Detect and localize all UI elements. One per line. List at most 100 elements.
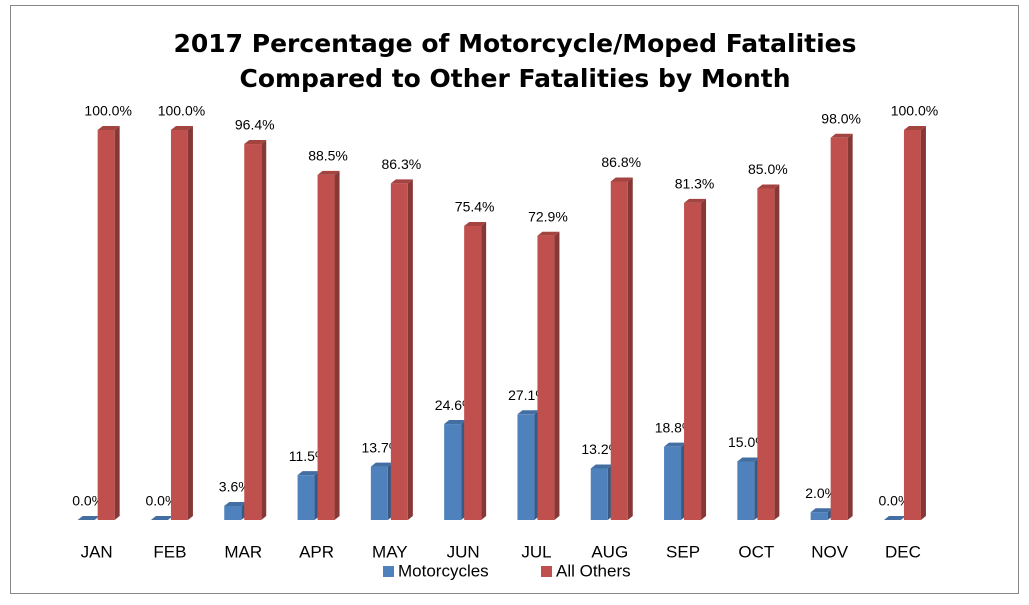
bar-front	[97, 130, 115, 520]
bar-front	[830, 137, 848, 521]
x-tick-label: FEB	[153, 542, 186, 561]
bar-side	[261, 140, 267, 521]
bar	[830, 133, 853, 521]
data-label: 0.0%	[145, 493, 177, 509]
data-label: 100.0%	[158, 103, 205, 119]
x-tick-label: NOV	[811, 542, 849, 561]
bar-front	[444, 424, 462, 520]
x-tick-label: JUN	[447, 542, 480, 561]
bar-top	[390, 179, 413, 184]
bar-top	[810, 508, 833, 513]
data-label: 3.6%	[219, 479, 251, 495]
bar-front	[464, 225, 482, 520]
bar-side	[920, 126, 926, 520]
data-label: 2.0%	[805, 485, 837, 501]
data-label: 81.3%	[675, 176, 715, 192]
bar-top	[224, 501, 247, 506]
bar	[537, 231, 560, 520]
bar-front	[684, 202, 702, 520]
bar-top	[77, 516, 100, 520]
bar	[883, 516, 906, 520]
bar-front	[517, 414, 535, 520]
bar	[244, 140, 267, 521]
data-label: 98.0%	[821, 111, 861, 127]
bar-front	[244, 144, 262, 521]
bar-side	[847, 133, 853, 521]
bar-front	[903, 130, 921, 520]
bar-top	[883, 516, 906, 520]
bar-top	[757, 184, 780, 189]
bar	[370, 462, 393, 520]
data-label: 0.0%	[878, 493, 910, 509]
bar-top	[590, 464, 613, 469]
bar-top	[244, 140, 267, 145]
bar-top	[317, 170, 340, 175]
bar-top	[97, 126, 120, 130]
data-label: 72.9%	[528, 208, 568, 224]
data-label: 85.0%	[748, 161, 788, 177]
x-tick-label: DEC	[885, 542, 921, 561]
bar-side	[114, 126, 120, 520]
bar	[684, 198, 707, 520]
bar-front	[810, 512, 828, 520]
bar	[150, 516, 173, 520]
bar-front	[170, 130, 188, 520]
bar-side	[627, 177, 633, 521]
bar	[664, 442, 687, 520]
bar-front	[297, 475, 315, 520]
chart-title: Compared to Other Fatalities by Month	[239, 64, 790, 93]
bar	[517, 410, 540, 520]
bar-top	[737, 457, 760, 462]
bar-top	[903, 126, 926, 130]
bar-top	[830, 133, 853, 138]
bar-front	[737, 461, 755, 520]
bar-top	[684, 198, 707, 203]
bar	[444, 420, 467, 520]
data-label: 88.5%	[308, 148, 348, 164]
data-label: 100.0%	[84, 103, 131, 119]
bar-front	[664, 446, 682, 520]
data-label: 86.3%	[381, 156, 421, 172]
legend-swatch	[541, 566, 552, 577]
bar-top	[370, 462, 393, 467]
bar	[317, 170, 340, 520]
x-tick-label: MAR	[224, 542, 262, 561]
bar-top	[444, 420, 467, 425]
bar-side	[187, 126, 193, 520]
data-label: 96.4%	[235, 117, 275, 133]
data-label: 0.0%	[72, 493, 104, 509]
bar-front	[370, 466, 388, 520]
bar-front	[317, 174, 335, 520]
bar-top	[170, 126, 193, 130]
bar	[77, 516, 100, 520]
bar	[903, 126, 926, 520]
bar	[590, 464, 613, 520]
bar-front	[224, 505, 242, 520]
data-label: 100.0%	[891, 103, 938, 119]
bar-top	[517, 410, 540, 415]
bar-side	[554, 231, 560, 520]
bar	[610, 177, 633, 521]
bar	[97, 126, 120, 520]
bar	[810, 508, 833, 520]
bar	[224, 501, 247, 520]
bar-top	[610, 177, 633, 182]
bar-front	[390, 183, 408, 520]
bar-side	[407, 179, 413, 520]
data-label: 75.4%	[455, 199, 495, 215]
bar-front	[537, 235, 555, 520]
x-tick-label: OCT	[738, 542, 774, 561]
bar-front	[590, 468, 608, 520]
bar-top	[464, 221, 487, 226]
bar	[757, 184, 780, 520]
legend-label: Motorcycles	[398, 561, 489, 580]
bar-front	[610, 181, 628, 521]
bar-side	[701, 198, 707, 520]
bar	[464, 221, 487, 520]
bar	[297, 471, 320, 520]
x-tick-label: SEP	[666, 542, 700, 561]
bar-side	[334, 170, 340, 520]
x-tick-label: JUL	[521, 542, 551, 561]
